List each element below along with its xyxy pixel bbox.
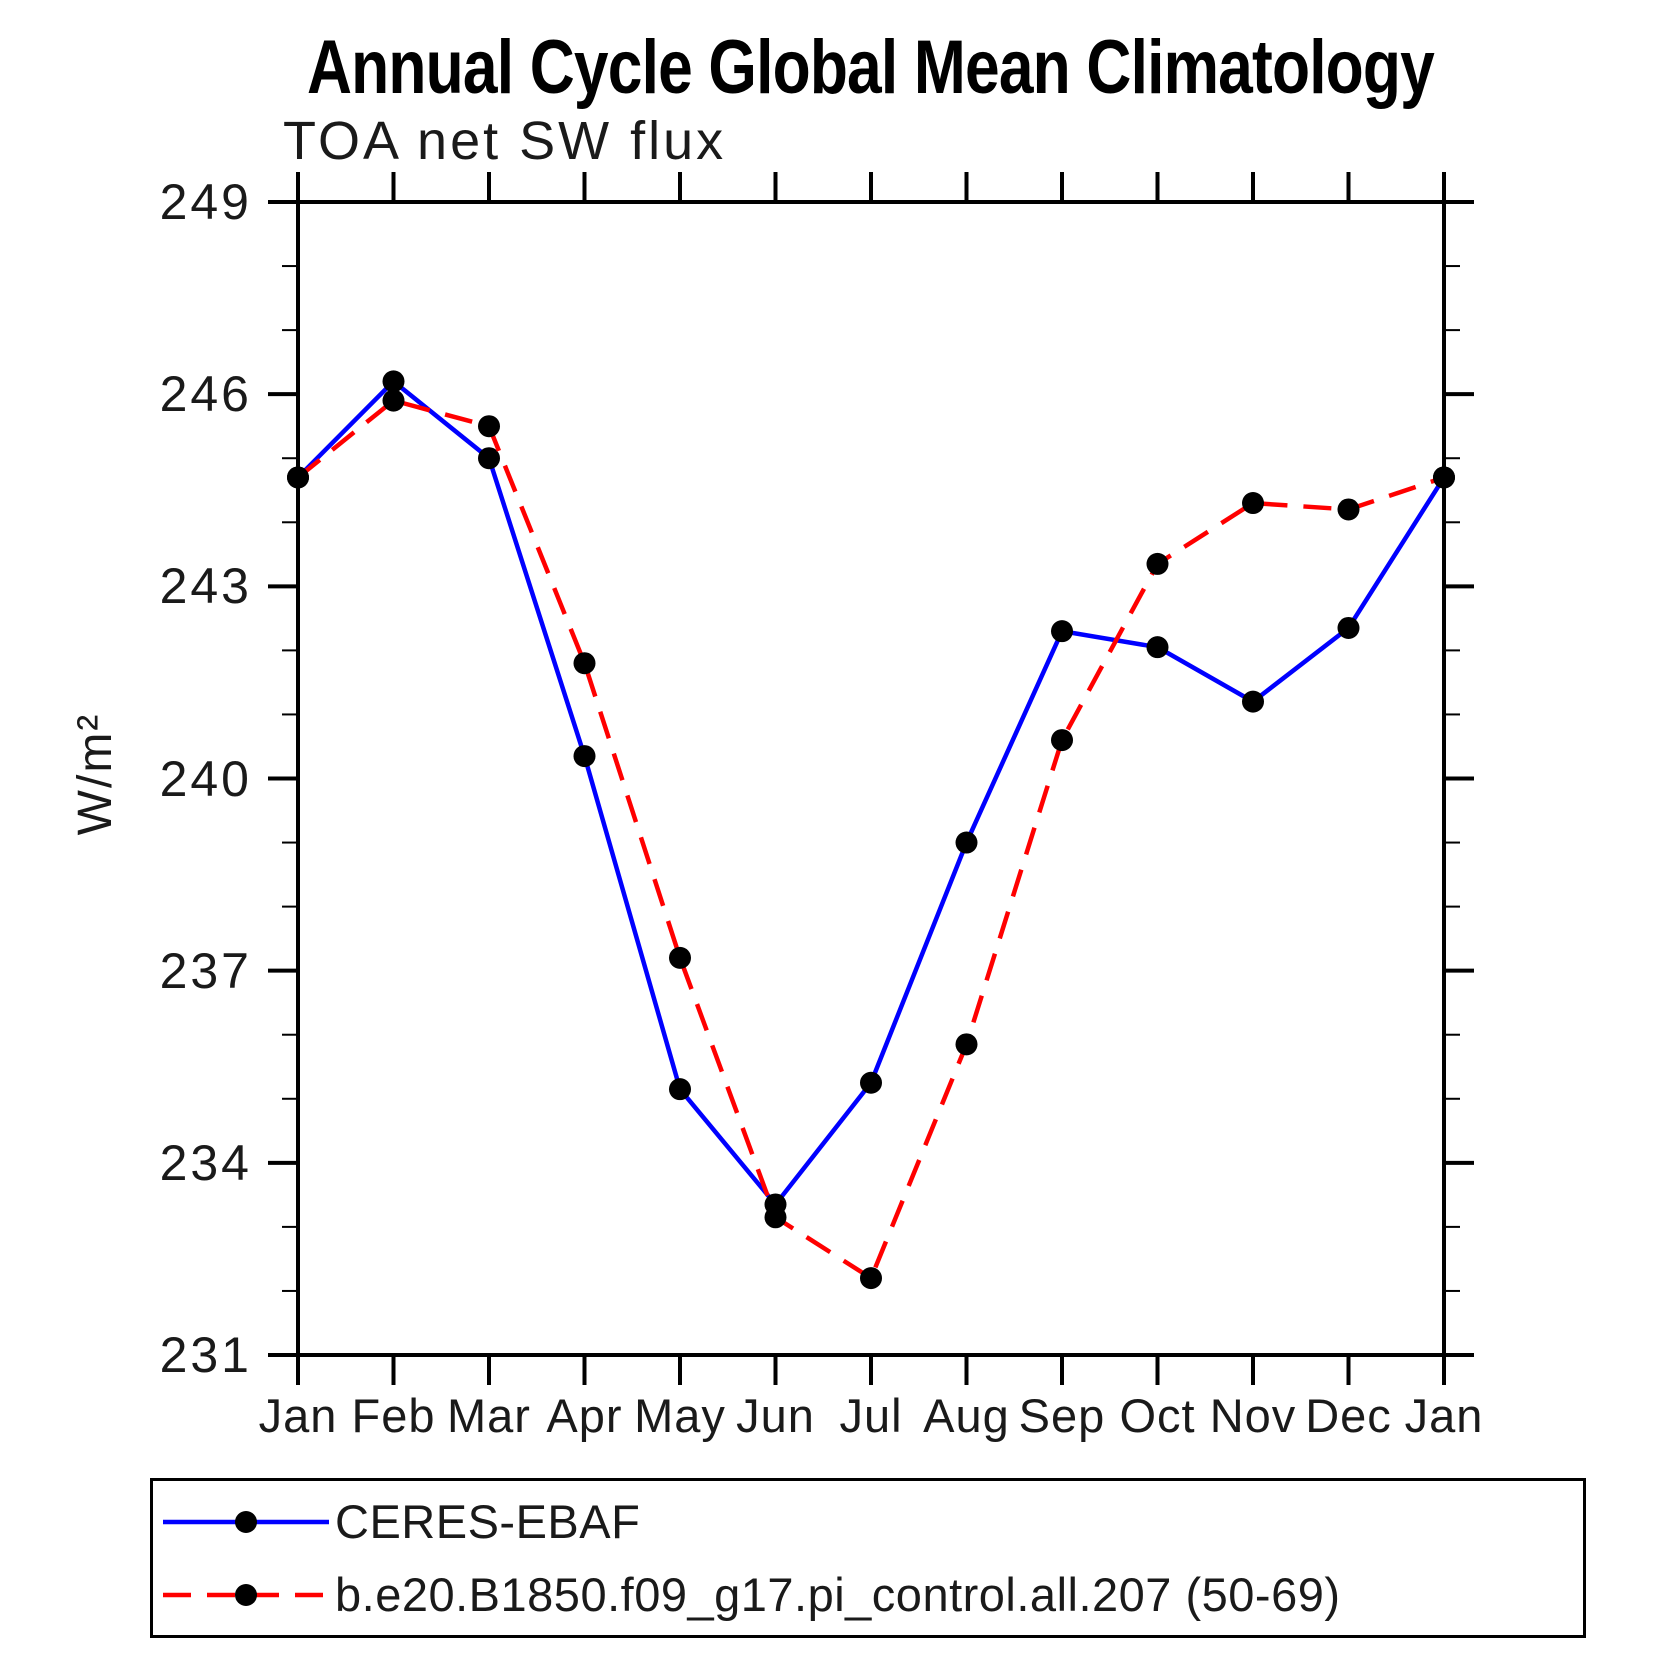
legend-swatch <box>163 1583 329 1606</box>
series-line <box>296 398 1445 1282</box>
data-point-marker <box>1051 620 1073 643</box>
x-axis-ticks <box>296 172 1446 1385</box>
data-point-marker <box>955 831 978 854</box>
data-point-marker <box>1242 690 1264 713</box>
data-point-marker <box>287 466 309 489</box>
data-point-marker <box>1146 552 1169 575</box>
x-tick-label: Nov <box>1209 1389 1297 1442</box>
y-tick-label: 240 <box>159 750 252 807</box>
data-point-marker <box>382 389 405 412</box>
data-point-marker <box>669 946 691 969</box>
y-tick-label: 231 <box>159 1327 252 1383</box>
y-tick-label: 237 <box>159 942 252 999</box>
x-tick-label: May <box>634 1389 726 1442</box>
x-tick-label: Mar <box>447 1389 531 1442</box>
x-tick-label: Jul <box>839 1389 903 1442</box>
x-tick-label: Jun <box>736 1389 815 1442</box>
data-point-marker <box>860 1267 882 1290</box>
data-point-marker <box>955 1033 978 1056</box>
legend-label: b.e20.B1850.f09_g17.pi_control.all.207 (… <box>335 1568 1341 1621</box>
y-tick-label: 246 <box>159 366 252 423</box>
legend-label: CERES-EBAF <box>335 1495 641 1548</box>
legend-marker <box>235 1510 257 1533</box>
legend-box: CERES-EBAF b.e20.B1850.f09_g17.pi_control… <box>150 1478 1586 1638</box>
data-point-marker <box>478 447 500 470</box>
data-point-marker <box>669 1078 691 1101</box>
data-point-marker <box>1337 616 1360 639</box>
x-tick-label: Sep <box>1018 1389 1106 1442</box>
data-point-marker <box>1051 729 1073 752</box>
legend-item: b.e20.B1850.f09_g17.pi_control.all.207 (… <box>153 1561 1583 1629</box>
axis-frame <box>296 200 1446 1357</box>
data-point-marker <box>1337 498 1360 521</box>
data-point-marker <box>1146 636 1169 659</box>
x-tick-label: Jan <box>1404 1389 1484 1442</box>
y-tick-label: 243 <box>159 558 252 615</box>
data-point-marker <box>478 415 500 438</box>
x-tick-label: Jan <box>258 1389 338 1442</box>
data-point-marker <box>860 1071 882 1094</box>
x-tick-label: Apr <box>546 1389 623 1442</box>
legend-marker <box>235 1583 257 1606</box>
data-point-marker <box>1242 492 1264 515</box>
x-tick-label: Dec <box>1305 1389 1392 1442</box>
x-tick-label: Feb <box>351 1389 436 1442</box>
y-axis-ticks <box>268 200 1474 1357</box>
series-ceres-ebaf <box>287 370 1455 1216</box>
data-point-marker <box>573 652 596 675</box>
data-point-marker <box>382 370 405 393</box>
data-point-marker <box>764 1206 787 1229</box>
chart-title: Annual Cycle Global Mean Climatology <box>306 25 1435 110</box>
x-tick-label: Oct <box>1119 1389 1196 1442</box>
legend-item: CERES-EBAF <box>153 1488 1583 1556</box>
series-b-e20-b1850-f09-g17-pi-control-all-207-50-69 <box>287 389 1455 1290</box>
chart-subtitle: TOA net SW flux <box>283 111 727 171</box>
x-tick-label: Aug <box>923 1389 1010 1442</box>
legend-swatch <box>163 1510 329 1533</box>
data-point-marker <box>1433 466 1455 489</box>
y-tick-label: 249 <box>159 174 252 230</box>
data-point-marker <box>573 745 596 768</box>
y-tick-label: 234 <box>159 1134 252 1191</box>
